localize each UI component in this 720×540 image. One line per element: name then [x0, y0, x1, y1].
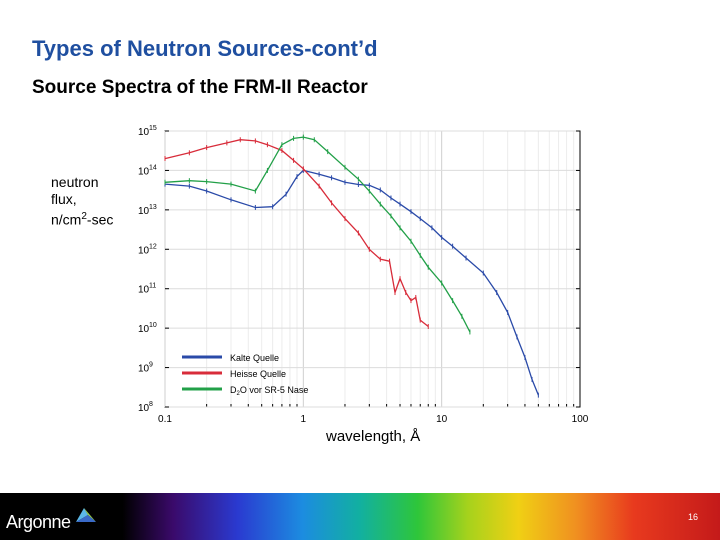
- y-tick-base: 10: [138, 364, 150, 375]
- legend-label-2: Heisse Quelle: [230, 369, 286, 379]
- y-label-line-2: flux,: [51, 191, 77, 207]
- x-tick-label: 0.1: [158, 414, 172, 425]
- y-tick-label: 10 10: [138, 322, 157, 335]
- y-tick-base: 10: [138, 166, 150, 177]
- y-tick-label: 10 8: [138, 401, 153, 414]
- y-tick-base: 10: [138, 285, 150, 296]
- y-tick-exp: 11: [149, 283, 156, 290]
- series-line-3: [164, 136, 471, 333]
- x-tick-label: 1: [301, 414, 307, 425]
- x-tick-label: 100: [572, 414, 589, 425]
- page-number: 16: [687, 512, 698, 522]
- y-tick-label: 10 15: [138, 125, 157, 138]
- slide-subtitle: Source Spectra of the FRM-II Reactor: [32, 77, 368, 98]
- x-tick-labels: 0.1 1 10 100: [158, 414, 589, 425]
- y-tick-base: 10: [138, 403, 150, 414]
- x-tick-label: 10: [436, 414, 448, 425]
- y-tick-base: 10: [138, 127, 150, 138]
- y-tick-label: 10 14: [138, 164, 157, 177]
- grid: [164, 130, 580, 408]
- y-tick-exp: 8: [149, 401, 153, 408]
- y-label-line-1: neutron: [51, 174, 99, 190]
- series-line-1: [164, 169, 540, 396]
- argonne-logo: Argonne: [6, 512, 71, 532]
- y-tick-label: 10 12: [138, 243, 157, 256]
- series-lines: [164, 134, 540, 398]
- y-tick-exp: 15: [149, 125, 157, 132]
- y-tick-base: 10: [138, 324, 150, 335]
- y-tick-exp: 9: [149, 362, 153, 369]
- y-tick-label: 10 9: [138, 362, 153, 375]
- y-axis-label: neutron flux, n/cm2-sec: [51, 174, 113, 229]
- y-tick-label: 10 11: [138, 283, 156, 296]
- y-tick-exp: 12: [149, 243, 157, 250]
- plot-frame: [164, 130, 581, 408]
- y-tick-exp: 14: [149, 164, 157, 171]
- y-label-line-3: n/cm2-sec: [51, 211, 114, 228]
- legend-label-3: D2O vor SR-5 Nase: [230, 385, 308, 397]
- argonne-logo-icon: [76, 508, 96, 522]
- legend-label-1: Kalte Quelle: [230, 353, 279, 363]
- y-tick-base: 10: [138, 245, 150, 256]
- y-tick-exp: 10: [149, 322, 157, 329]
- legend: Kalte Quelle Heisse Quelle D2O vor SR-5 Na…: [182, 353, 308, 397]
- slide-title: Types of Neutron Sources-cont’d: [32, 36, 378, 61]
- y-tick-exp: 13: [149, 204, 157, 211]
- x-axis-label: wavelength, Å: [326, 428, 421, 445]
- y-tick-label: 10 13: [138, 204, 157, 217]
- series-line-2: [164, 139, 429, 328]
- y-tick-base: 10: [138, 206, 150, 217]
- footer-bar: [0, 493, 720, 540]
